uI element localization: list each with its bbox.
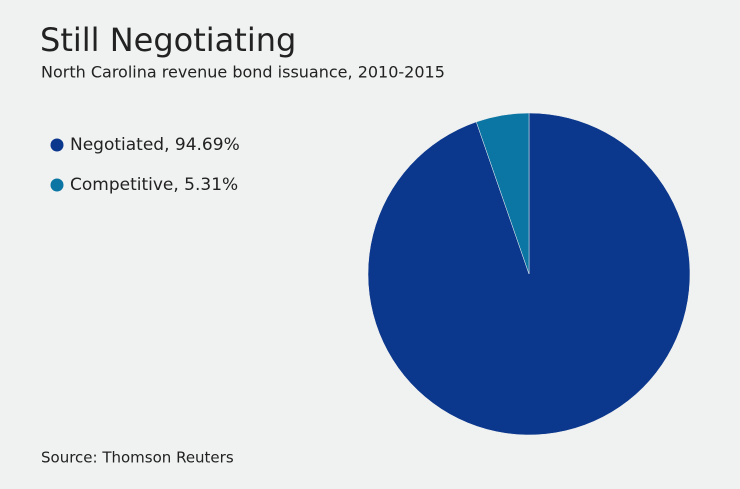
legend-swatch bbox=[50, 178, 64, 192]
source: Source: Thomson Reuters bbox=[41, 449, 234, 467]
legend-label: Competitive, 5.31% bbox=[70, 175, 238, 195]
chart-subtitle: North Carolina revenue bond issuance, 20… bbox=[41, 63, 445, 82]
chart-title: Still Negotiating bbox=[40, 21, 296, 59]
legend-label: Negotiated, 94.69% bbox=[70, 135, 240, 155]
pie-slice bbox=[475, 112, 530, 275]
legend-swatch bbox=[50, 138, 64, 152]
